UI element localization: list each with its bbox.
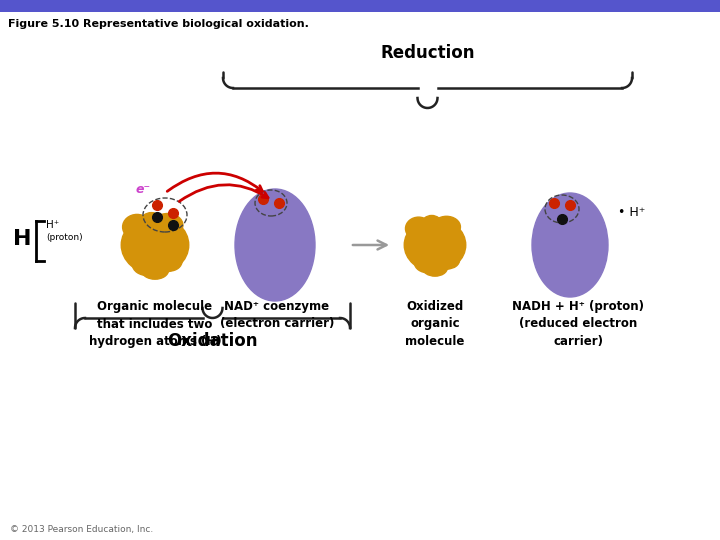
Text: H⁺: H⁺ (46, 220, 59, 230)
Text: © 2013 Pearson Education, Inc.: © 2013 Pearson Education, Inc. (10, 525, 153, 534)
Ellipse shape (235, 189, 315, 301)
Text: NADH + H⁺ (proton)
(reduced electron
carrier): NADH + H⁺ (proton) (reduced electron car… (512, 300, 644, 348)
Ellipse shape (122, 214, 151, 240)
Text: Oxidation: Oxidation (167, 332, 258, 350)
Text: Organic molecule
that includes two
hydrogen atoms (H): Organic molecule that includes two hydro… (89, 300, 221, 348)
Ellipse shape (122, 233, 145, 253)
Ellipse shape (132, 254, 163, 275)
Ellipse shape (142, 261, 168, 279)
Text: Figure 5.10 Representative biological oxidation.: Figure 5.10 Representative biological ox… (8, 19, 309, 29)
Ellipse shape (433, 217, 460, 238)
Ellipse shape (404, 218, 466, 272)
Ellipse shape (140, 213, 162, 231)
Text: (proton): (proton) (46, 233, 83, 241)
Text: e⁻: e⁻ (135, 183, 150, 196)
Text: Reduction: Reduction (380, 44, 474, 62)
Ellipse shape (532, 193, 608, 297)
Ellipse shape (153, 213, 183, 237)
Ellipse shape (436, 251, 459, 269)
Ellipse shape (405, 217, 432, 240)
Ellipse shape (423, 260, 447, 276)
Text: NAD⁺ coenzyme
(electron carrier): NAD⁺ coenzyme (electron carrier) (220, 300, 334, 330)
Bar (0, 0, 720, 12)
Ellipse shape (121, 216, 189, 274)
Ellipse shape (157, 251, 182, 271)
Ellipse shape (415, 253, 442, 273)
Text: Oxidized
organic
molecule: Oxidized organic molecule (405, 300, 464, 348)
Ellipse shape (162, 232, 187, 254)
Text: • H⁺: • H⁺ (618, 206, 645, 219)
Text: H: H (13, 229, 31, 249)
Ellipse shape (441, 233, 464, 253)
Ellipse shape (405, 234, 426, 252)
Ellipse shape (422, 215, 441, 232)
